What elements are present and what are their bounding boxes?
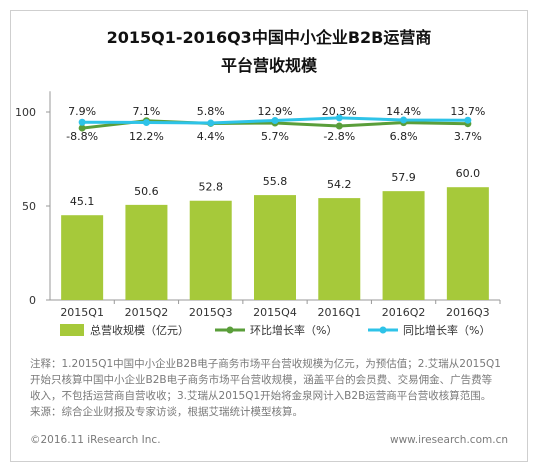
series-point [271,116,279,124]
note-line-2: 开始只核算中国中小企业B2B电子商务市场平台营收规模，涵盖平台的会员费、交易佣金… [30,374,493,386]
bar [125,204,168,300]
x-tick-label: 2015Q3 [189,306,233,319]
series-value-label: 7.9% [68,105,96,118]
legend-marker-yoy [379,326,387,334]
website-link[interactable]: www.iresearch.com.cn [389,434,508,446]
x-tick-label: 2015Q1 [60,306,104,319]
legend-label-bar: 总营收规模（亿元） [90,323,189,337]
series-value-label: -8.8% [66,130,98,143]
series-value-label: 6.8% [390,130,418,143]
copyright-text: ©2016.11 iResearch Inc. [30,434,161,446]
series-point [400,116,408,124]
bar [318,198,361,300]
bar-value-label: 55.8 [263,175,288,188]
series-point [464,116,472,124]
series-value-label: 14.4% [386,105,421,118]
series-value-label: -2.8% [323,130,355,143]
series-point [142,119,150,127]
x-tick-label: 2016Q3 [446,306,490,319]
bar-value-label: 54.2 [327,178,352,191]
legend-label-mom: 环比增长率（%） [250,323,337,337]
series-value-label: 5.7% [261,130,289,143]
chart-subtitle: 平台营收规模 [220,56,317,75]
x-tick-label: 2016Q2 [382,306,426,319]
series-value-label: 5.8% [197,105,225,118]
bar-value-label: 60.0 [456,167,481,180]
chart-notes: 注释：1.2015Q1中国中小企业B2B电子商务市场平台营收规模为亿元，为预估值… [30,356,510,420]
x-tick-label: 2015Q2 [125,306,169,319]
legend-swatch-bar [60,324,84,336]
y-tick-label: 0 [29,294,36,307]
series-value-label: 4.4% [197,130,225,143]
series-value-label: 3.7% [454,130,482,143]
series-value-label: 12.9% [258,105,293,118]
bar [189,200,232,300]
y-tick-label: 50 [22,200,36,213]
series-value-label: 20.3% [322,105,357,118]
series-value-label: 7.1% [132,105,160,118]
note-line-1: 注释：1.2015Q1中国中小企业B2B电子商务市场平台营收规模为亿元，为预估值… [30,358,501,370]
bar-value-label: 52.8 [198,181,223,194]
series-point [78,124,86,132]
chart-title: 2015Q1-2016Q3中国中小企业B2B运营商 [106,28,432,47]
note-source: 来源：综合企业财报及专家访谈，根据艾瑞统计模型核算。 [30,406,303,418]
legend-label-yoy: 同比增长率（%） [403,323,490,337]
series-point [335,122,343,130]
x-tick-label: 2015Q4 [253,306,297,319]
note-line-3: 收入，不包括运营商自营收收；3.艾瑞从2015Q1开始将金泉网计入B2B运营商平… [30,390,492,402]
bar [61,215,104,300]
series-point [78,118,86,126]
bar-value-label: 50.6 [134,185,159,198]
series-point [207,119,215,127]
series-value-label: 13.7% [450,105,485,118]
bar [382,191,425,300]
bar [446,187,489,300]
legend-marker-mom [226,326,234,334]
bar-value-label: 57.9 [391,171,416,184]
bar [254,195,296,300]
y-tick-label: 100 [15,106,36,119]
x-tick-label: 2016Q1 [317,306,361,319]
series-value-label: 12.2% [129,130,164,143]
bar-value-label: 45.1 [70,195,95,208]
series-point [335,114,343,122]
